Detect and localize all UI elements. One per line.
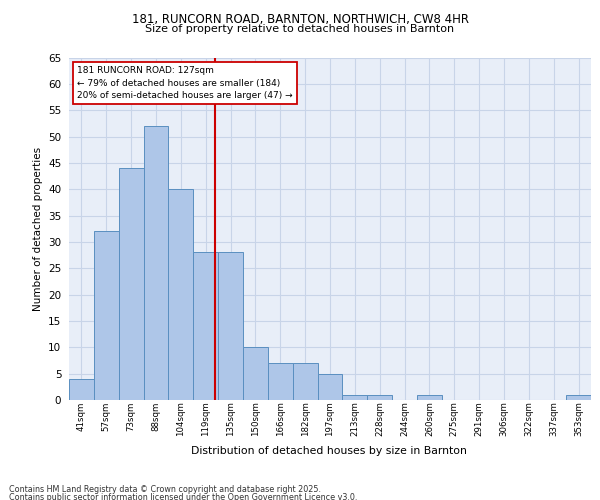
Bar <box>566 394 591 400</box>
Bar <box>94 232 119 400</box>
Bar <box>317 374 343 400</box>
Bar <box>293 363 317 400</box>
Bar <box>268 363 293 400</box>
Text: Distribution of detached houses by size in Barnton: Distribution of detached houses by size … <box>191 446 467 456</box>
Bar <box>218 252 243 400</box>
Bar <box>367 394 392 400</box>
Text: Contains HM Land Registry data © Crown copyright and database right 2025.: Contains HM Land Registry data © Crown c… <box>9 485 321 494</box>
Bar <box>143 126 169 400</box>
Bar <box>69 379 94 400</box>
Y-axis label: Number of detached properties: Number of detached properties <box>32 146 43 311</box>
Bar <box>417 394 442 400</box>
Text: Contains public sector information licensed under the Open Government Licence v3: Contains public sector information licen… <box>9 493 358 500</box>
Text: 181, RUNCORN ROAD, BARNTON, NORTHWICH, CW8 4HR: 181, RUNCORN ROAD, BARNTON, NORTHWICH, C… <box>131 14 469 26</box>
Text: Size of property relative to detached houses in Barnton: Size of property relative to detached ho… <box>145 24 455 34</box>
Bar <box>343 394 367 400</box>
Bar <box>193 252 218 400</box>
Bar <box>243 348 268 400</box>
Text: 181 RUNCORN ROAD: 127sqm
← 79% of detached houses are smaller (184)
20% of semi-: 181 RUNCORN ROAD: 127sqm ← 79% of detach… <box>77 66 292 100</box>
Bar <box>119 168 143 400</box>
Bar <box>169 189 193 400</box>
